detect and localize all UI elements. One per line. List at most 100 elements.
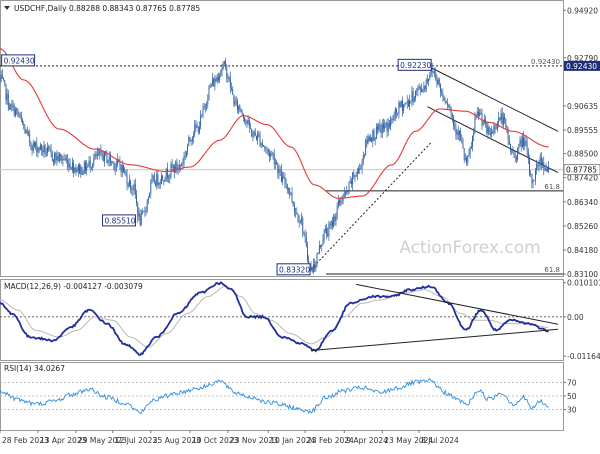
candle-body <box>318 253 319 254</box>
candle-body <box>497 123 498 130</box>
candle-body <box>38 148 39 153</box>
candle-body <box>232 89 233 94</box>
candle-body <box>520 140 521 144</box>
candle-body <box>362 161 363 169</box>
candle-body <box>251 129 252 137</box>
candle-body <box>119 162 120 166</box>
price-y-tick-label: 0.86340 <box>567 198 598 207</box>
fib-level-label: 0.92430 <box>531 58 560 66</box>
candle-body <box>470 149 471 154</box>
candle-body <box>155 183 156 186</box>
candle-body <box>106 153 107 163</box>
candle-body <box>11 104 12 106</box>
candle-body <box>104 151 105 161</box>
candle-body <box>125 171 126 174</box>
candle-body <box>192 137 193 141</box>
candle-body <box>108 161 109 163</box>
candle-body <box>271 153 272 154</box>
candle-body <box>294 206 295 212</box>
price-y-tick-label: 0.88500 <box>567 150 598 159</box>
candle-body <box>273 153 274 155</box>
candle-body <box>51 149 52 152</box>
candle-body <box>384 125 385 128</box>
candle-body <box>528 152 529 160</box>
candle-body <box>510 144 511 151</box>
candle-body <box>471 147 472 149</box>
candle-body <box>261 143 262 145</box>
candle-body <box>445 101 446 103</box>
candle-body <box>30 142 31 146</box>
candle-body <box>290 193 291 194</box>
candle-body <box>439 80 440 85</box>
candle-body <box>314 264 315 269</box>
candle-body <box>490 134 491 135</box>
x-tick-label: 12 Jul 2023 <box>115 436 158 445</box>
candle-body <box>211 85 212 86</box>
candle-body <box>165 180 166 182</box>
candle-body <box>307 246 308 260</box>
candle-body <box>311 266 312 267</box>
candle-body <box>15 109 16 115</box>
candle-body <box>186 151 187 157</box>
candle-body <box>534 180 535 181</box>
candle-body <box>52 152 53 160</box>
candle-body <box>499 118 500 120</box>
candle-body <box>479 112 480 116</box>
candle-body <box>167 169 168 178</box>
candle-body <box>408 101 409 107</box>
candle-body <box>13 105 14 106</box>
candle-body <box>282 177 283 182</box>
candle-body <box>509 140 510 145</box>
candle-body <box>71 168 72 170</box>
candle-body <box>214 79 215 86</box>
candle-body <box>542 162 543 165</box>
candle-body <box>539 165 540 167</box>
candle-body <box>403 104 404 110</box>
candle-body <box>201 115 202 116</box>
candle-body <box>23 124 24 127</box>
candle-body <box>80 167 81 174</box>
candle-body <box>425 86 426 89</box>
candle-body <box>77 171 78 172</box>
candle-body <box>326 228 327 233</box>
x-tick-label: 8 Jul 2024 <box>421 436 459 445</box>
candle-body <box>116 164 117 166</box>
candle-body <box>14 105 15 115</box>
candle-body <box>457 131 458 134</box>
candle-body <box>415 91 416 98</box>
candle-body <box>288 188 289 189</box>
candle-body <box>413 92 414 102</box>
candle-body <box>147 200 148 210</box>
candle-body <box>76 168 77 172</box>
candle-body <box>438 80 439 85</box>
candle-body <box>129 180 130 186</box>
candle-body <box>141 214 142 225</box>
candle-body <box>97 154 98 156</box>
candle-body <box>514 153 515 157</box>
candle-body <box>265 148 266 149</box>
candle-body <box>469 154 470 155</box>
candle-body <box>464 148 465 159</box>
candle-body <box>270 153 271 156</box>
candle-body <box>65 159 66 160</box>
candle-body <box>220 71 221 76</box>
candle-body <box>416 91 417 92</box>
candle-body <box>276 162 277 164</box>
candle-body <box>353 172 354 176</box>
candle-body <box>144 211 145 212</box>
candle-body <box>524 141 525 146</box>
candle-body <box>516 157 517 159</box>
candle-body <box>218 77 219 80</box>
panel-backgrounds <box>1 1 564 431</box>
candle-body <box>325 228 326 231</box>
candle-body <box>339 200 340 203</box>
candle-body <box>355 177 356 178</box>
price-callout-label: 0.83320 <box>279 265 310 274</box>
candle-body <box>320 245 321 247</box>
macd-header: MACD(12,26,9) -0.004127 -0.003079 <box>4 282 143 291</box>
candle-body <box>296 212 297 213</box>
candle-body <box>60 154 61 156</box>
candle-body <box>162 176 163 180</box>
candle-body <box>527 143 528 152</box>
candle-body <box>264 147 265 148</box>
